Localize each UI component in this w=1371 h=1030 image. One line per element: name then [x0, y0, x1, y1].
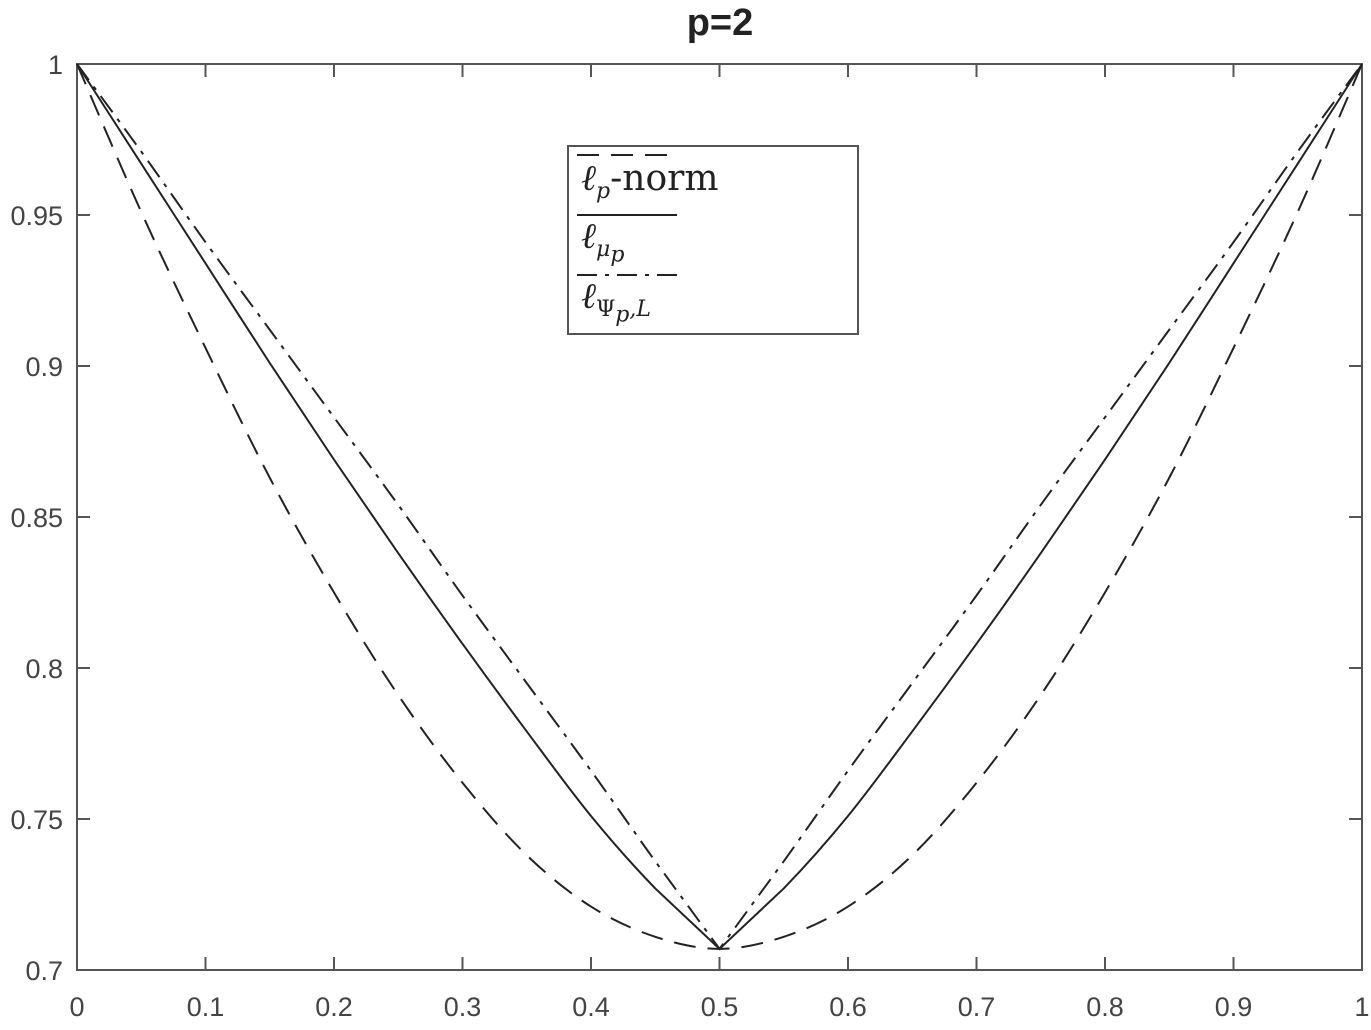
legend: ℓp-norm ℓμp ℓΨp,L — [567, 145, 859, 335]
y-tick-label: 0.95 — [10, 201, 63, 231]
x-tick-label: 0 — [69, 992, 84, 1022]
dashed-line-swatch — [577, 154, 677, 156]
dash-dot-line-swatch — [577, 274, 677, 276]
legend-item-lp-norm: ℓp-norm — [577, 153, 718, 209]
y-tick-label: 1 — [48, 50, 63, 80]
psi-p-l-curve — [76, 63, 1363, 951]
legend-label-psi-p-l: ℓΨp,L — [581, 275, 651, 328]
y-tick-label: 0.9 — [25, 352, 63, 382]
legend-item-mu-p: ℓμp — [577, 213, 677, 269]
x-tick-label: 0.6 — [829, 992, 867, 1022]
x-tick-label: 1 — [1354, 992, 1369, 1022]
x-tick-label: 0.5 — [701, 992, 739, 1022]
legend-item-psi-p-l: ℓΨp,L — [577, 273, 677, 329]
y-tick-label: 0.85 — [10, 503, 63, 533]
x-tick-label: 0.7 — [958, 992, 996, 1022]
chart-title: p=2 — [686, 2, 754, 44]
x-tick-label: 0.8 — [1086, 992, 1124, 1022]
x-tick-label: 0.9 — [1215, 992, 1253, 1022]
x-tick-label: 0.3 — [444, 992, 482, 1022]
x-tick-label: 0.2 — [315, 992, 353, 1022]
y-tick-label: 0.8 — [25, 654, 63, 684]
legend-label-lp-norm: ℓp-norm — [581, 158, 719, 205]
x-tick-label: 0.4 — [572, 992, 610, 1022]
y-tick-label: 0.75 — [10, 805, 63, 835]
y-tick-label: 0.7 — [25, 956, 63, 986]
x-tick-label: 0.1 — [187, 992, 225, 1022]
legend-label-mu-p: ℓμp — [581, 215, 625, 268]
solid-line-swatch — [577, 214, 677, 216]
